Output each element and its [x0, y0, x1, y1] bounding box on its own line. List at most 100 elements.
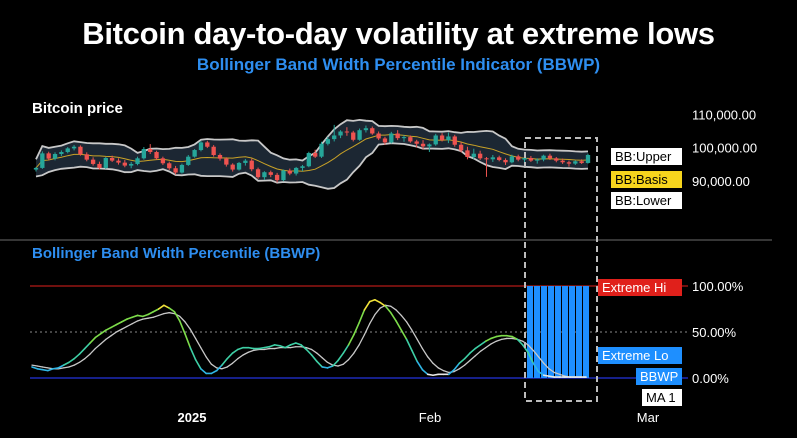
candle-body	[84, 154, 89, 160]
candle-body	[439, 135, 445, 141]
candle	[541, 154, 546, 162]
tag-label: BBWP	[640, 369, 678, 384]
bbwp-line-segment	[347, 333, 355, 346]
bbwp-line-segment	[263, 345, 271, 349]
candle	[420, 140, 426, 150]
candle-body	[192, 150, 197, 157]
bbwp-line-segment	[142, 313, 149, 318]
candle	[84, 152, 89, 162]
bbwp-line-segment	[41, 368, 49, 372]
bbwp-line-segment	[268, 344, 276, 348]
bbwp-line-segment	[126, 316, 134, 320]
candle	[65, 147, 70, 154]
bbwp-line-segment	[384, 305, 392, 314]
ma-line-segment	[110, 331, 118, 337]
candle-body	[129, 163, 134, 166]
ma-line-segment	[490, 340, 497, 345]
bbwp-line-segment	[511, 335, 519, 341]
bbwp-line-segment	[31, 366, 39, 370]
candle	[408, 135, 413, 143]
candle-body	[351, 132, 356, 140]
candle-body	[363, 128, 369, 131]
tag-label: Extreme Hi	[602, 280, 666, 295]
candle	[281, 169, 286, 182]
ma-line-segment	[421, 347, 429, 358]
bbwp-line-segment	[273, 344, 281, 347]
candle	[458, 142, 464, 153]
candle	[433, 133, 438, 146]
candle-body	[560, 160, 565, 163]
bbwp-line-segment	[105, 326, 112, 331]
candle	[268, 170, 273, 178]
candle	[141, 147, 147, 160]
ma-line-segment	[532, 349, 540, 358]
candle-body	[179, 164, 185, 173]
candle-body	[71, 146, 77, 149]
candle	[306, 151, 311, 168]
ma-line-segment	[353, 344, 360, 354]
candle	[78, 145, 83, 156]
candle	[103, 156, 108, 169]
chart-subtitle: Bollinger Band Width Percentile Indicato…	[196, 55, 601, 74]
ma-line-segment	[543, 362, 550, 370]
bbwp-line-segment	[152, 308, 160, 313]
candle	[109, 155, 115, 162]
axes: 110,000.00 100,000.00 90,000.00 BB:Upper BB:…	[0, 108, 772, 425]
candle	[465, 146, 470, 160]
ma-line-segment	[179, 315, 186, 323]
bbwp-line-segment	[537, 370, 545, 377]
bbwp-line-segment	[479, 340, 487, 346]
bbwp-line-segment	[527, 351, 535, 365]
candle-body	[255, 169, 261, 178]
candle-body	[116, 160, 121, 163]
bbwp-line-segment	[136, 314, 144, 318]
candle	[579, 159, 584, 164]
candle	[497, 155, 502, 162]
ma-line-segment	[527, 344, 534, 352]
ma-line-segment	[485, 343, 492, 349]
bb-upper-line	[35, 118, 589, 162]
candle-body	[274, 174, 280, 181]
candle	[313, 149, 318, 158]
bbwp-line-segment	[379, 301, 387, 308]
bbwp-line-segment	[94, 333, 102, 339]
ma-line	[31, 304, 587, 378]
bbwp-line-segment	[368, 298, 376, 303]
tag-background	[611, 171, 682, 188]
bbwp-line-segment	[178, 320, 186, 335]
candle-body	[281, 170, 286, 181]
ma-line-segment	[247, 349, 255, 353]
candle	[255, 167, 261, 179]
candle-body	[338, 131, 343, 136]
bbwp-line-segment	[163, 304, 170, 309]
candle-body	[414, 141, 419, 144]
extreme-lo-bar	[555, 286, 561, 378]
bbwp-line-segment	[458, 357, 466, 365]
candle	[395, 130, 400, 141]
candle	[516, 154, 521, 162]
candle	[167, 161, 172, 170]
bbwp-line-segment	[542, 374, 550, 377]
bbwp-line-segment	[421, 368, 429, 376]
candle	[59, 150, 64, 156]
bbwp-line-segment	[231, 348, 239, 354]
candle-body	[370, 128, 375, 134]
ma-line-segment	[495, 338, 503, 342]
ma-line-segment	[400, 314, 408, 323]
candle	[554, 156, 559, 163]
candle-body	[382, 138, 388, 143]
candle	[566, 160, 572, 167]
candle-body	[224, 158, 229, 165]
bbwp-line-segment	[157, 304, 165, 310]
ma-line-segment	[390, 305, 397, 311]
ma-line-segment	[226, 362, 234, 368]
candle-body	[465, 150, 470, 157]
candle	[116, 158, 121, 165]
extreme-lo-tag: Extreme Lo	[598, 347, 682, 364]
ma-line-segment	[500, 337, 508, 341]
ma-line-segment	[94, 343, 102, 350]
candle-body	[325, 139, 331, 144]
candle	[230, 163, 235, 172]
ma-line-segment	[310, 348, 318, 354]
ma-line-segment	[252, 348, 260, 352]
